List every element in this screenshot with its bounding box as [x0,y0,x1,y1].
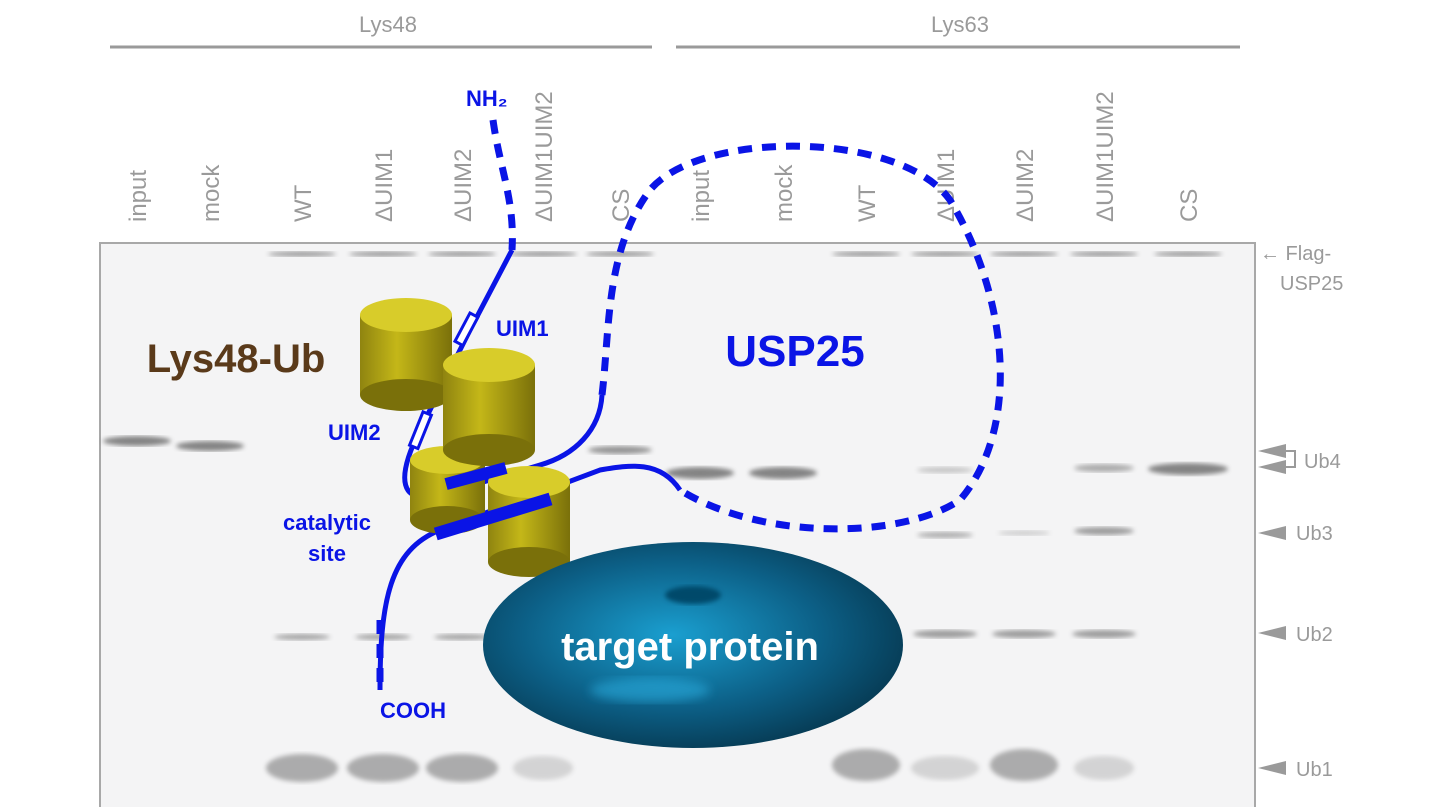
gel-band [349,251,417,257]
lane-label: mock [771,164,798,222]
label-lys48-ub: Lys48-Ub [147,337,326,381]
target-protein-shape [483,542,903,748]
gel-band [917,467,973,473]
lane-label: ΔUIM2 [450,149,477,222]
gel-band [749,467,817,479]
lane-label: input [125,170,152,222]
lane-label: mock [198,164,225,222]
gel-band [913,630,977,638]
group-label-lys48: Lys48 [359,12,417,37]
arrowhead-icon [1258,444,1286,458]
marker-labels: ← Flag- USP25 Ub4 Ub3 Ub2 Ub1 [1258,243,1343,781]
lane-label: ΔUIM1 [933,149,960,222]
gel-band [1154,251,1222,257]
marker-ub3: Ub3 [1296,523,1333,545]
arrowhead-icon [1258,761,1286,775]
marker-flag-usp25-line2: USP25 [1280,273,1343,295]
gel-band [586,251,654,257]
label-catalytic-site: catalytic [283,510,371,535]
label-uim2: UIM2 [328,420,381,445]
gel-band [1074,527,1134,535]
label-nh2: NH₂ [466,86,508,111]
gel-band [428,251,496,257]
marker-ub1: Ub1 [1296,759,1333,781]
gel-bands [103,251,1228,782]
label-catalytic-site-line2: site [308,541,346,566]
marker-ub4: Ub4 [1304,451,1341,473]
gel-band [917,532,973,538]
gel-band [1070,251,1138,257]
gel-band [990,251,1058,257]
label-cooh: COOH [380,698,446,723]
gel-band [266,754,338,782]
ubiquitin-cylinders [360,298,570,577]
gel-band [268,251,336,257]
gel-band [434,634,490,640]
lane-label: WT [854,184,881,222]
gel-band [1074,756,1134,780]
gel-band [509,251,577,257]
arrowhead-icon [1258,526,1286,540]
lane-label: ΔUIM1UIM2 [1092,91,1119,222]
gel-band [274,634,330,640]
gel-band [832,251,900,257]
marker-ub2: Ub2 [1296,624,1333,646]
lane-label: WT [290,184,317,222]
marker-flag-usp25: ← Flag- [1260,243,1331,265]
group-label-lys63: Lys63 [931,12,989,37]
lane-label: ΔUIM1 [371,149,398,222]
gel-band [1074,464,1134,472]
gel-band [992,630,1056,638]
gel-band [666,467,734,479]
gel-band [347,754,419,782]
gel-band [911,251,979,257]
gel-band [426,754,498,782]
label-usp25: USP25 [725,327,864,376]
lane-labels: input mock WT ΔUIM1 ΔUIM2 ΔUIM1UIM2 CS input moc… [125,91,1203,222]
arrowhead-icon [1258,626,1286,640]
gel-band [990,749,1058,781]
label-uim1: UIM1 [496,316,549,341]
gel-band [588,446,652,454]
lane-label: ΔUIM1UIM2 [531,91,558,222]
gel-band [832,749,900,781]
gel-band [1072,630,1136,638]
gel-band [911,756,979,780]
gel-band [1148,463,1228,475]
gel-band [998,530,1050,536]
gel-band [176,441,244,451]
label-target-protein: target protein [561,625,819,669]
gel-band [513,756,573,780]
lane-label: ΔUIM2 [1012,149,1039,222]
arrowhead-icon [1258,460,1286,474]
lane-label: CS [1176,189,1203,222]
lane-label: input [688,170,715,222]
gel-band [103,436,171,446]
usp25-diagram [360,119,1004,748]
